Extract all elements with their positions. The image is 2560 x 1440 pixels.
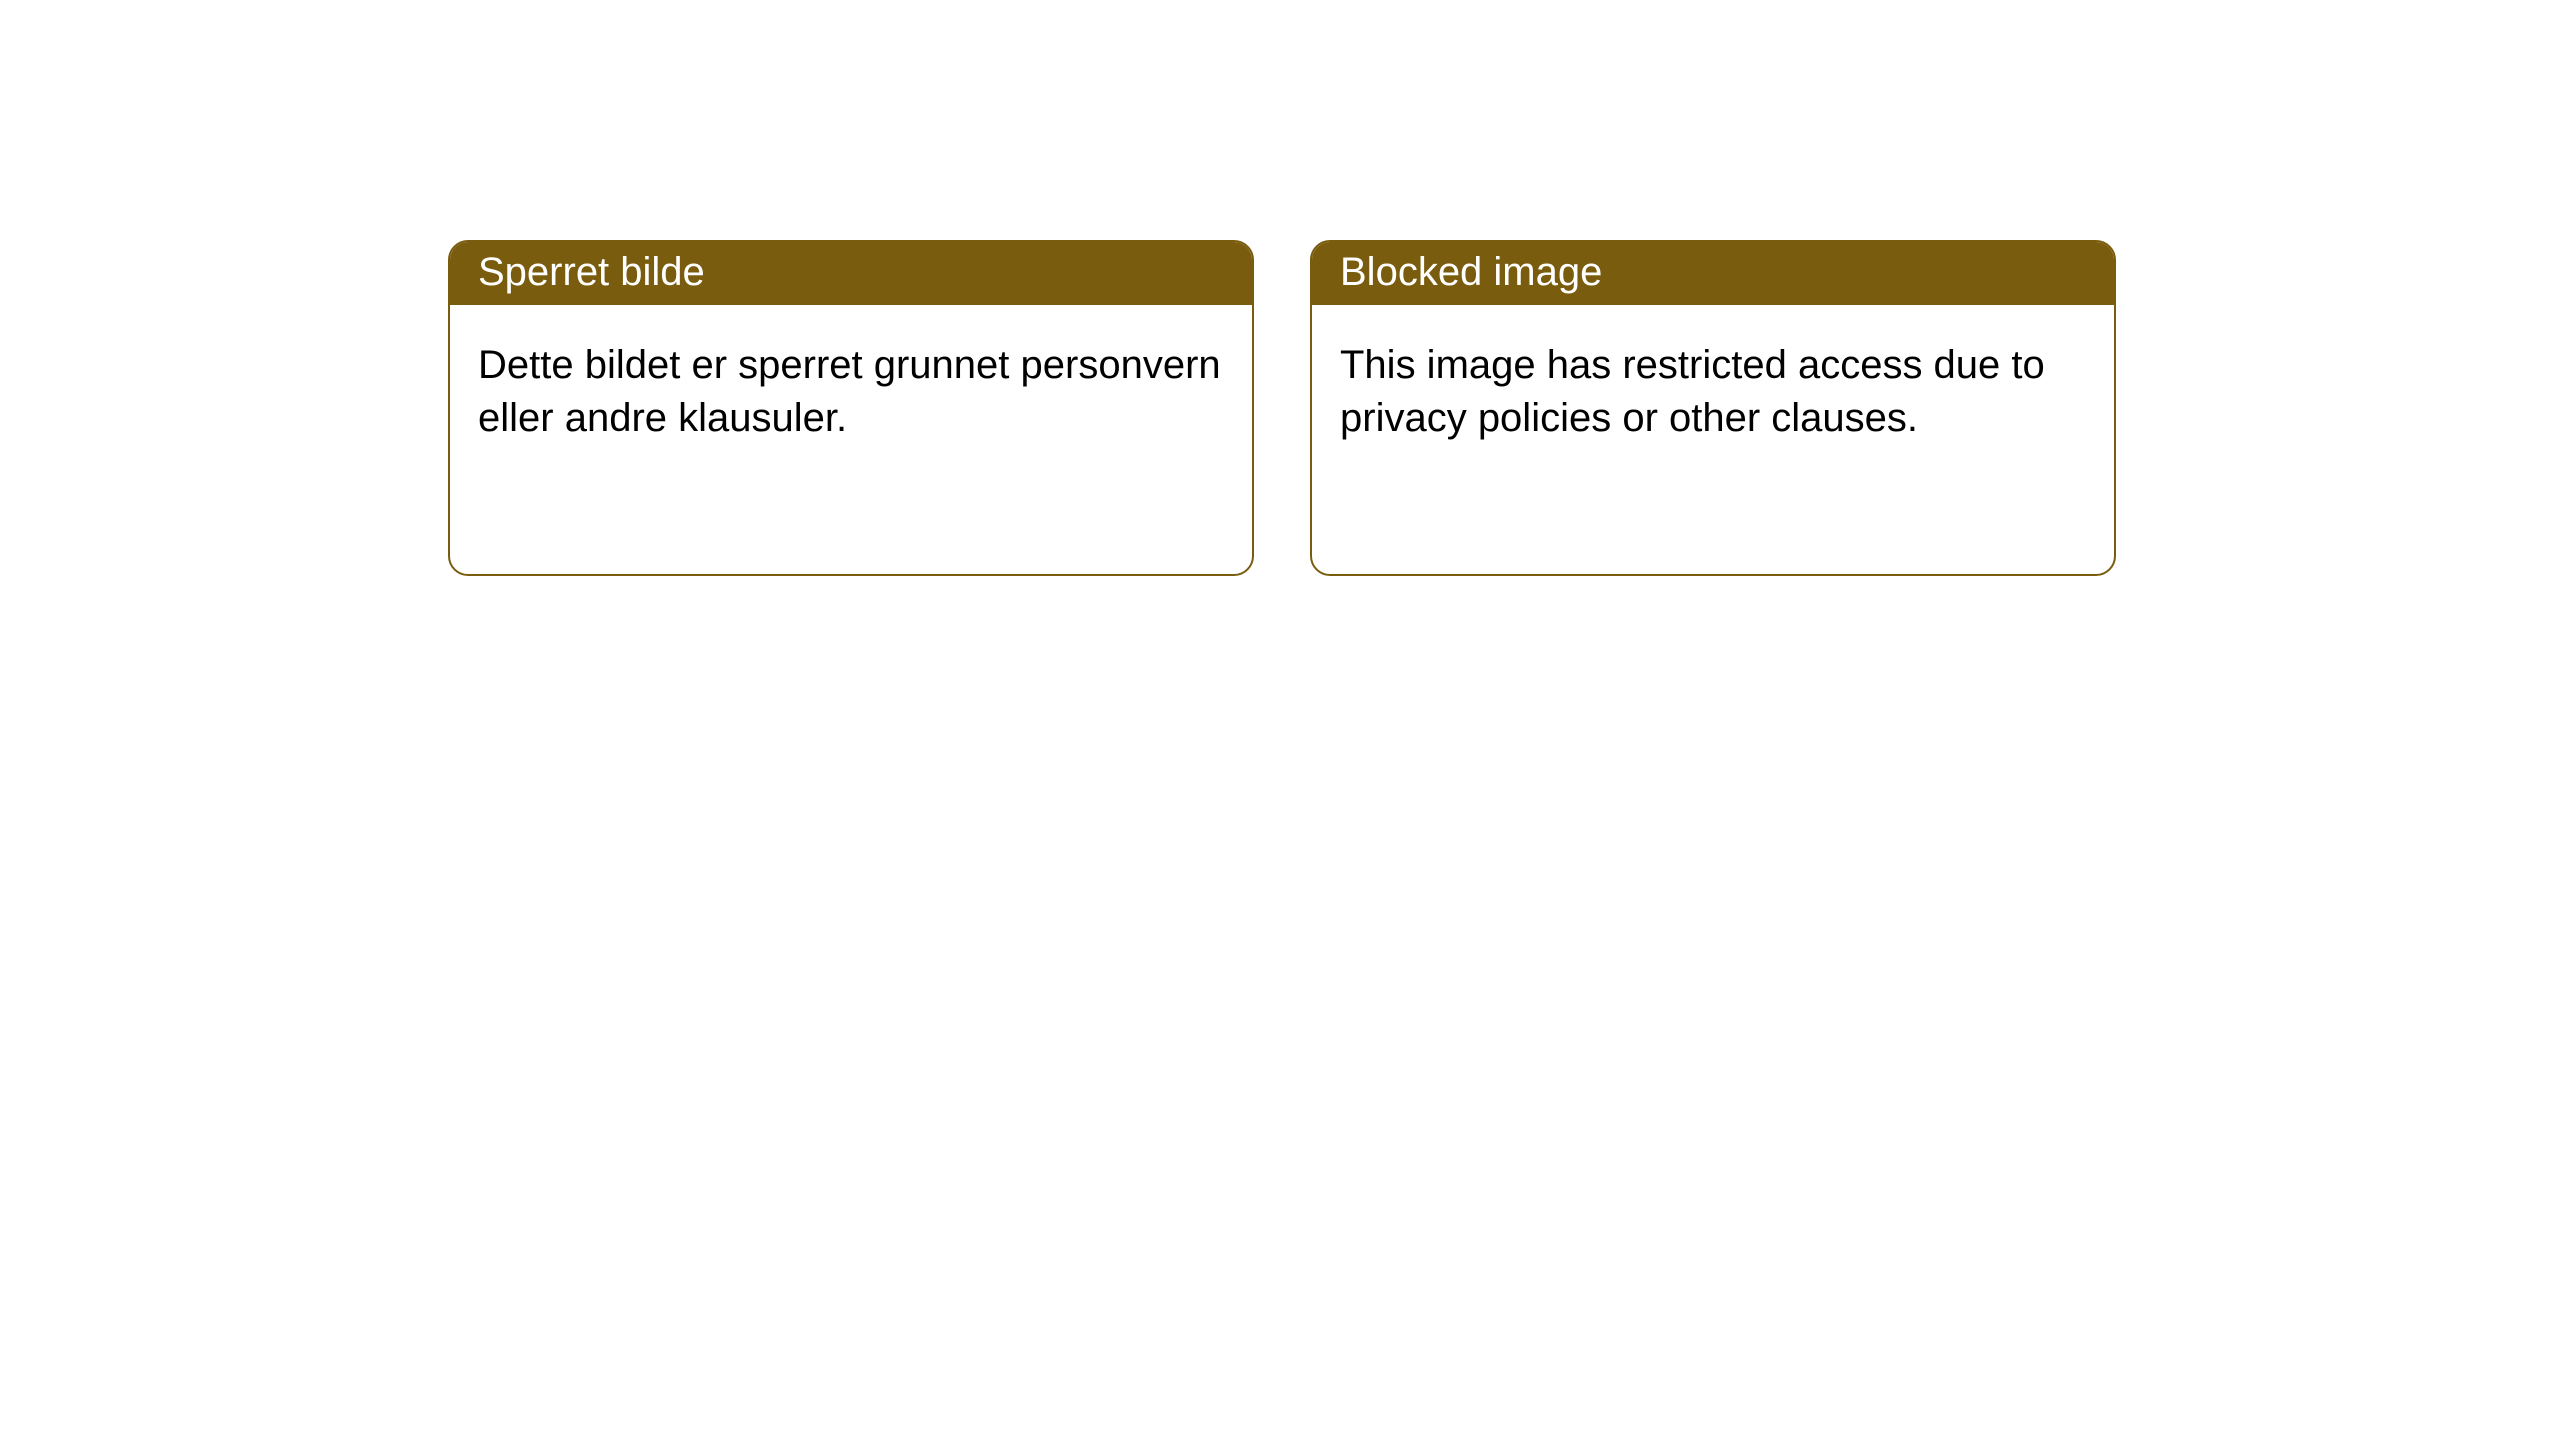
notice-card-body-en: This image has restricted access due to … bbox=[1312, 305, 2114, 479]
notice-card-header-en: Blocked image bbox=[1312, 242, 2114, 305]
blocked-image-cards: Sperret bilde Dette bildet er sperret gr… bbox=[448, 240, 2116, 576]
notice-card-body-no: Dette bildet er sperret grunnet personve… bbox=[450, 305, 1252, 479]
notice-card-header-no: Sperret bilde bbox=[450, 242, 1252, 305]
notice-card-no: Sperret bilde Dette bildet er sperret gr… bbox=[448, 240, 1254, 576]
notice-card-en: Blocked image This image has restricted … bbox=[1310, 240, 2116, 576]
